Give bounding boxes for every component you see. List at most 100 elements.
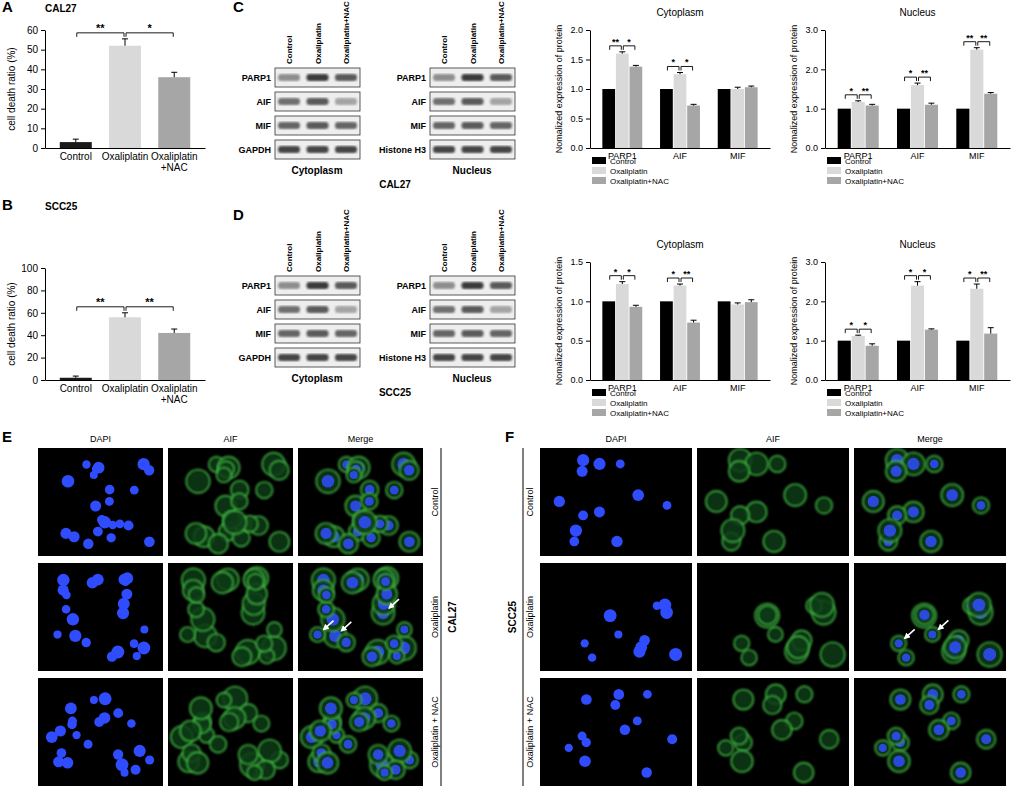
- cytoplasm-stain: [875, 740, 891, 756]
- nucleus-stain: [133, 652, 141, 660]
- nucleus-stain: [955, 767, 966, 778]
- cytoplasm-stain: [269, 460, 289, 480]
- nucleus-stain: [137, 642, 150, 655]
- cytoplasm-stain: [399, 532, 419, 552]
- axis-title: Nomalized expression of protein: [554, 257, 564, 386]
- cytoplasm-stain: [318, 587, 334, 603]
- tick-mark: [586, 262, 590, 263]
- tick: 60: [27, 308, 45, 319]
- blot-band: [335, 306, 357, 313]
- tick: 0.5: [570, 114, 590, 124]
- bar: [911, 286, 924, 380]
- blot-strip: [275, 348, 360, 367]
- cytoplasm-stain: [920, 531, 942, 553]
- blot-band: [433, 282, 455, 289]
- tick: 0: [32, 143, 45, 154]
- nucleus-stain: [394, 745, 406, 757]
- cytoplasm-stain: [256, 482, 273, 499]
- nucleus-stain: [115, 519, 124, 528]
- tick-mark: [586, 30, 590, 31]
- legend-label: Oxaliplatin: [845, 399, 882, 408]
- fraction-label: Cytoplasm: [291, 373, 342, 384]
- nucleus-stain: [343, 538, 353, 548]
- cytoplasm-stain: [216, 467, 231, 482]
- protein-label: AIF: [257, 305, 272, 315]
- significance-label: *: [685, 57, 689, 67]
- blot-band: [307, 354, 329, 361]
- x-axis: ControlOxaliplatinOxaliplatin+NAC: [46, 380, 206, 405]
- tick-label: 1.0: [805, 336, 818, 346]
- axis-title: Nomalized expression of protein: [789, 257, 799, 386]
- error-bar: [855, 101, 861, 102]
- chart: 0.01.02.03.0PARP1AIFMIFNomalized express…: [789, 239, 1011, 418]
- cytoplasm-stain: [338, 534, 358, 554]
- legend-swatch: [592, 409, 606, 416]
- nucleus-stain: [145, 755, 154, 764]
- nucleus-stain: [620, 725, 631, 736]
- micrograph-background: [697, 448, 849, 556]
- tick: Control: [60, 148, 92, 162]
- figure-canvas: 0102030405060ControlOxaliplatinOxaliplat…: [0, 0, 1020, 793]
- bar: [60, 142, 92, 148]
- tick-mark: [586, 380, 590, 381]
- nucleus-stain: [359, 516, 371, 528]
- background: [0, 0, 1020, 793]
- row-label: Oxaliplatin + NAC: [430, 696, 440, 768]
- bar: [718, 89, 731, 148]
- blot-band: [278, 306, 300, 313]
- chart: 0102030405060ControlOxaliplatinOxaliplat…: [2, 0, 206, 173]
- bar: [630, 67, 643, 148]
- nucleus-stain: [581, 694, 592, 705]
- legend-label: Control: [845, 157, 871, 166]
- blot-strip: [430, 68, 515, 87]
- cytoplasm-stain: [967, 593, 991, 617]
- tick: MIF: [969, 380, 985, 393]
- error-bar: [73, 139, 79, 142]
- legend-swatch: [827, 167, 841, 174]
- panel-letter: D: [233, 206, 244, 223]
- cytoplasm-stain: [316, 469, 340, 493]
- legend: ControlOxaliplatinOxaliplatin+NAC: [827, 389, 904, 418]
- cytoplasm-stain: [888, 750, 910, 772]
- bar: [866, 106, 879, 148]
- nucleus-stain: [879, 744, 887, 752]
- protein-label: PARP1: [397, 281, 426, 291]
- cell-line-label: CAL27: [379, 179, 411, 190]
- image-panel: FDAPIAIFMergeControlOxaliplatinOxaliplat…: [505, 428, 1006, 786]
- tick: 1.0: [805, 104, 825, 114]
- blot-band: [278, 122, 300, 129]
- column-label: Merge: [348, 434, 374, 444]
- lane-label: Control: [440, 244, 449, 272]
- blot-band: [278, 330, 300, 337]
- legend-label: Oxaliplatin: [610, 167, 647, 176]
- bar: [602, 89, 615, 148]
- error-bar: [619, 282, 625, 284]
- blot-strip: [430, 140, 515, 159]
- cytoplasm-stain: [238, 745, 258, 765]
- legend-label: Control: [610, 389, 636, 398]
- cytoplasm-stain: [941, 484, 963, 506]
- nucleus-stain: [322, 591, 330, 599]
- nucleus-stain: [366, 533, 375, 542]
- nucleus-stain: [72, 731, 80, 739]
- nucleus-stain: [928, 630, 936, 638]
- bar: [731, 304, 744, 380]
- fraction-label: Cytoplasm: [291, 165, 342, 176]
- cytoplasm-stain: [741, 650, 757, 666]
- error-bar: [677, 72, 683, 74]
- blot-band: [433, 354, 455, 361]
- tick-label: Oxaliplatin+NAC: [151, 383, 198, 405]
- cytoplasm-stain: [772, 720, 792, 740]
- blot-strip: [275, 68, 360, 87]
- row-label: Control: [430, 487, 440, 516]
- cytoplasm-stain: [346, 467, 361, 482]
- tick: 0.0: [570, 143, 590, 153]
- micrograph: [168, 563, 293, 671]
- cytoplasm-stain: [920, 696, 939, 715]
- micrograph: [540, 563, 692, 671]
- blot-band: [307, 282, 329, 289]
- nucleus-stain: [113, 708, 123, 718]
- nucleus-stain: [65, 703, 77, 715]
- bar: [745, 87, 758, 148]
- error-bar: [691, 104, 697, 105]
